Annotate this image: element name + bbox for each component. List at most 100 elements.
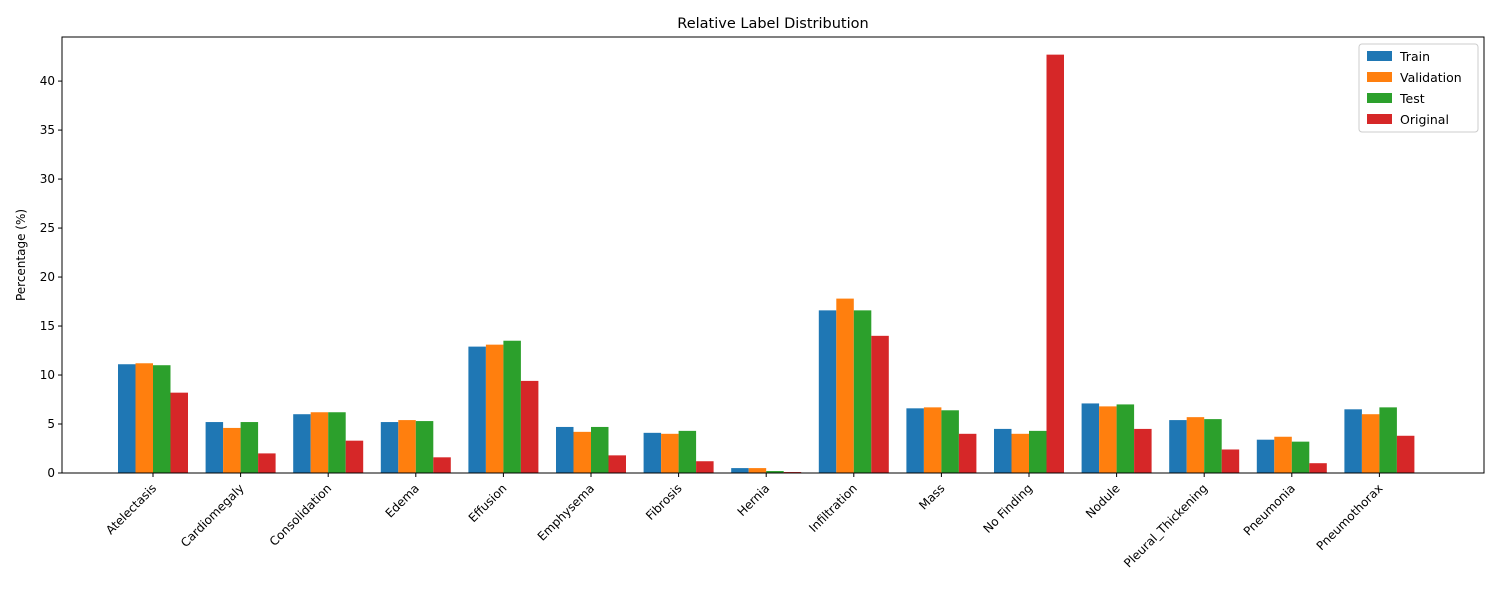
bar-original-atelectasis (170, 392, 188, 473)
y-tick-label: 35 (40, 123, 55, 137)
bar-test-cardiomegaly (240, 422, 259, 473)
bar-original-infiltration (871, 335, 889, 473)
x-tick-label: Emphysema (535, 481, 597, 543)
bar-test-mass (941, 410, 959, 473)
bar-original-pleural-thickening (1221, 449, 1240, 473)
bar-validation-mass (923, 407, 942, 473)
bar-test-emphysema (591, 426, 609, 473)
y-axis-label: Percentage (%) (14, 209, 28, 301)
bar-original-edema (433, 457, 451, 473)
bar-test-fibrosis (678, 430, 697, 473)
x-tick-label: Consolidation (267, 481, 335, 549)
legend: Train Validation Test Original (1358, 43, 1479, 133)
bar-validation-emphysema (573, 431, 591, 473)
bar-test-hernia (766, 471, 784, 473)
bar-train-emphysema (556, 426, 574, 473)
bar-original-fibrosis (696, 461, 714, 473)
bar-train-pneumonia (1256, 439, 1275, 473)
bar-test-atelectasis (153, 365, 171, 473)
bar-test-pneumothorax (1379, 407, 1397, 473)
bar-validation-infiltration (836, 298, 854, 473)
bar-original-pneumonia (1309, 463, 1327, 473)
bar-validation-edema (398, 420, 416, 473)
bar-test-effusion (503, 340, 521, 473)
legend-swatch-train (1367, 51, 1392, 61)
bar-test-infiltration (853, 310, 872, 473)
bar-train-consolidation (293, 414, 311, 473)
legend-box (1358, 43, 1479, 133)
y-tick-label: 40 (40, 74, 55, 88)
bar-validation-atelectasis (135, 363, 153, 473)
x-axis: Atelectasis Cardiomegaly Consolidation Edem… (103, 473, 1386, 570)
bars-group (118, 54, 1415, 473)
y-tick-label: 25 (40, 221, 55, 235)
bar-validation-hernia (748, 468, 767, 473)
plot-frame (61, 36, 1485, 474)
y-tick-label: 10 (40, 368, 55, 382)
x-tick-label: Cardiomegaly (178, 481, 247, 550)
bar-original-pneumothorax (1396, 435, 1415, 473)
bar-train-mass (906, 408, 924, 473)
bar-validation-effusion (485, 344, 504, 473)
bar-validation-no-finding (1011, 433, 1029, 473)
bar-train-infiltration (818, 310, 837, 473)
x-tick-label: Mass (916, 481, 947, 512)
y-tick-label: 15 (40, 319, 55, 333)
x-tick-label: Pneumonia (1241, 481, 1298, 538)
legend-label-validation: Validation (1400, 70, 1462, 85)
x-tick-label: Nodule (1083, 481, 1123, 521)
x-tick-label: Hernia (735, 481, 773, 519)
bar-validation-pleural-thickening (1186, 417, 1205, 473)
bar-train-nodule (1081, 403, 1100, 473)
bar-train-hernia (731, 468, 749, 473)
x-tick-label: Edema (383, 481, 422, 520)
chart-title: Relative Label Distribution (677, 16, 868, 32)
y-tick-label: 5 (47, 417, 55, 431)
legend-label-train: Train (1399, 49, 1430, 64)
bar-validation-nodule (1099, 406, 1117, 473)
y-tick-label: 0 (47, 466, 55, 480)
legend-swatch-test (1367, 93, 1392, 103)
bar-original-no-finding (1046, 54, 1064, 473)
legend-label-original: Original (1400, 112, 1449, 127)
bar-validation-fibrosis (661, 433, 679, 473)
bar-test-consolidation (328, 412, 346, 473)
bar-train-no-finding (994, 428, 1012, 473)
bar-train-pneumothorax (1344, 409, 1362, 473)
bar-original-nodule (1134, 428, 1152, 473)
bar-train-cardiomegaly (205, 422, 224, 473)
bar-test-pneumonia (1291, 441, 1310, 473)
bar-test-nodule (1116, 404, 1135, 473)
legend-swatch-original (1367, 114, 1392, 124)
bar-test-pleural-thickening (1204, 419, 1222, 473)
bar-validation-consolidation (310, 412, 329, 473)
x-tick-label: Fibrosis (643, 481, 685, 523)
bar-original-emphysema (608, 455, 626, 473)
bar-validation-pneumonia (1274, 436, 1292, 473)
bar-original-consolidation (345, 440, 364, 473)
y-axis: 0 5 10 15 20 25 30 35 40 (40, 74, 62, 480)
x-tick-label: Pleural_Thickening (1121, 481, 1210, 570)
bar-train-atelectasis (118, 364, 136, 473)
bar-original-cardiomegaly (258, 453, 276, 473)
bar-test-edema (415, 421, 434, 473)
bar-train-pleural-thickening (1169, 420, 1187, 473)
y-tick-label: 30 (40, 172, 55, 186)
x-tick-label: Infiltration (806, 481, 860, 535)
bar-validation-cardiomegaly (223, 427, 241, 473)
y-tick-label: 20 (40, 270, 55, 284)
x-tick-label: Effusion (466, 481, 510, 525)
x-tick-label: No Finding (980, 481, 1035, 536)
bar-original-effusion (520, 380, 539, 473)
bar-train-edema (380, 422, 399, 473)
legend-swatch-validation (1367, 72, 1392, 82)
legend-label-test: Test (1399, 91, 1425, 106)
x-tick-label: Atelectasis (103, 481, 159, 537)
bar-validation-pneumothorax (1361, 414, 1380, 473)
bar-original-mass (958, 433, 977, 473)
bar-train-effusion (468, 346, 486, 473)
bar-train-fibrosis (643, 432, 662, 473)
bar-test-no-finding (1029, 430, 1047, 473)
